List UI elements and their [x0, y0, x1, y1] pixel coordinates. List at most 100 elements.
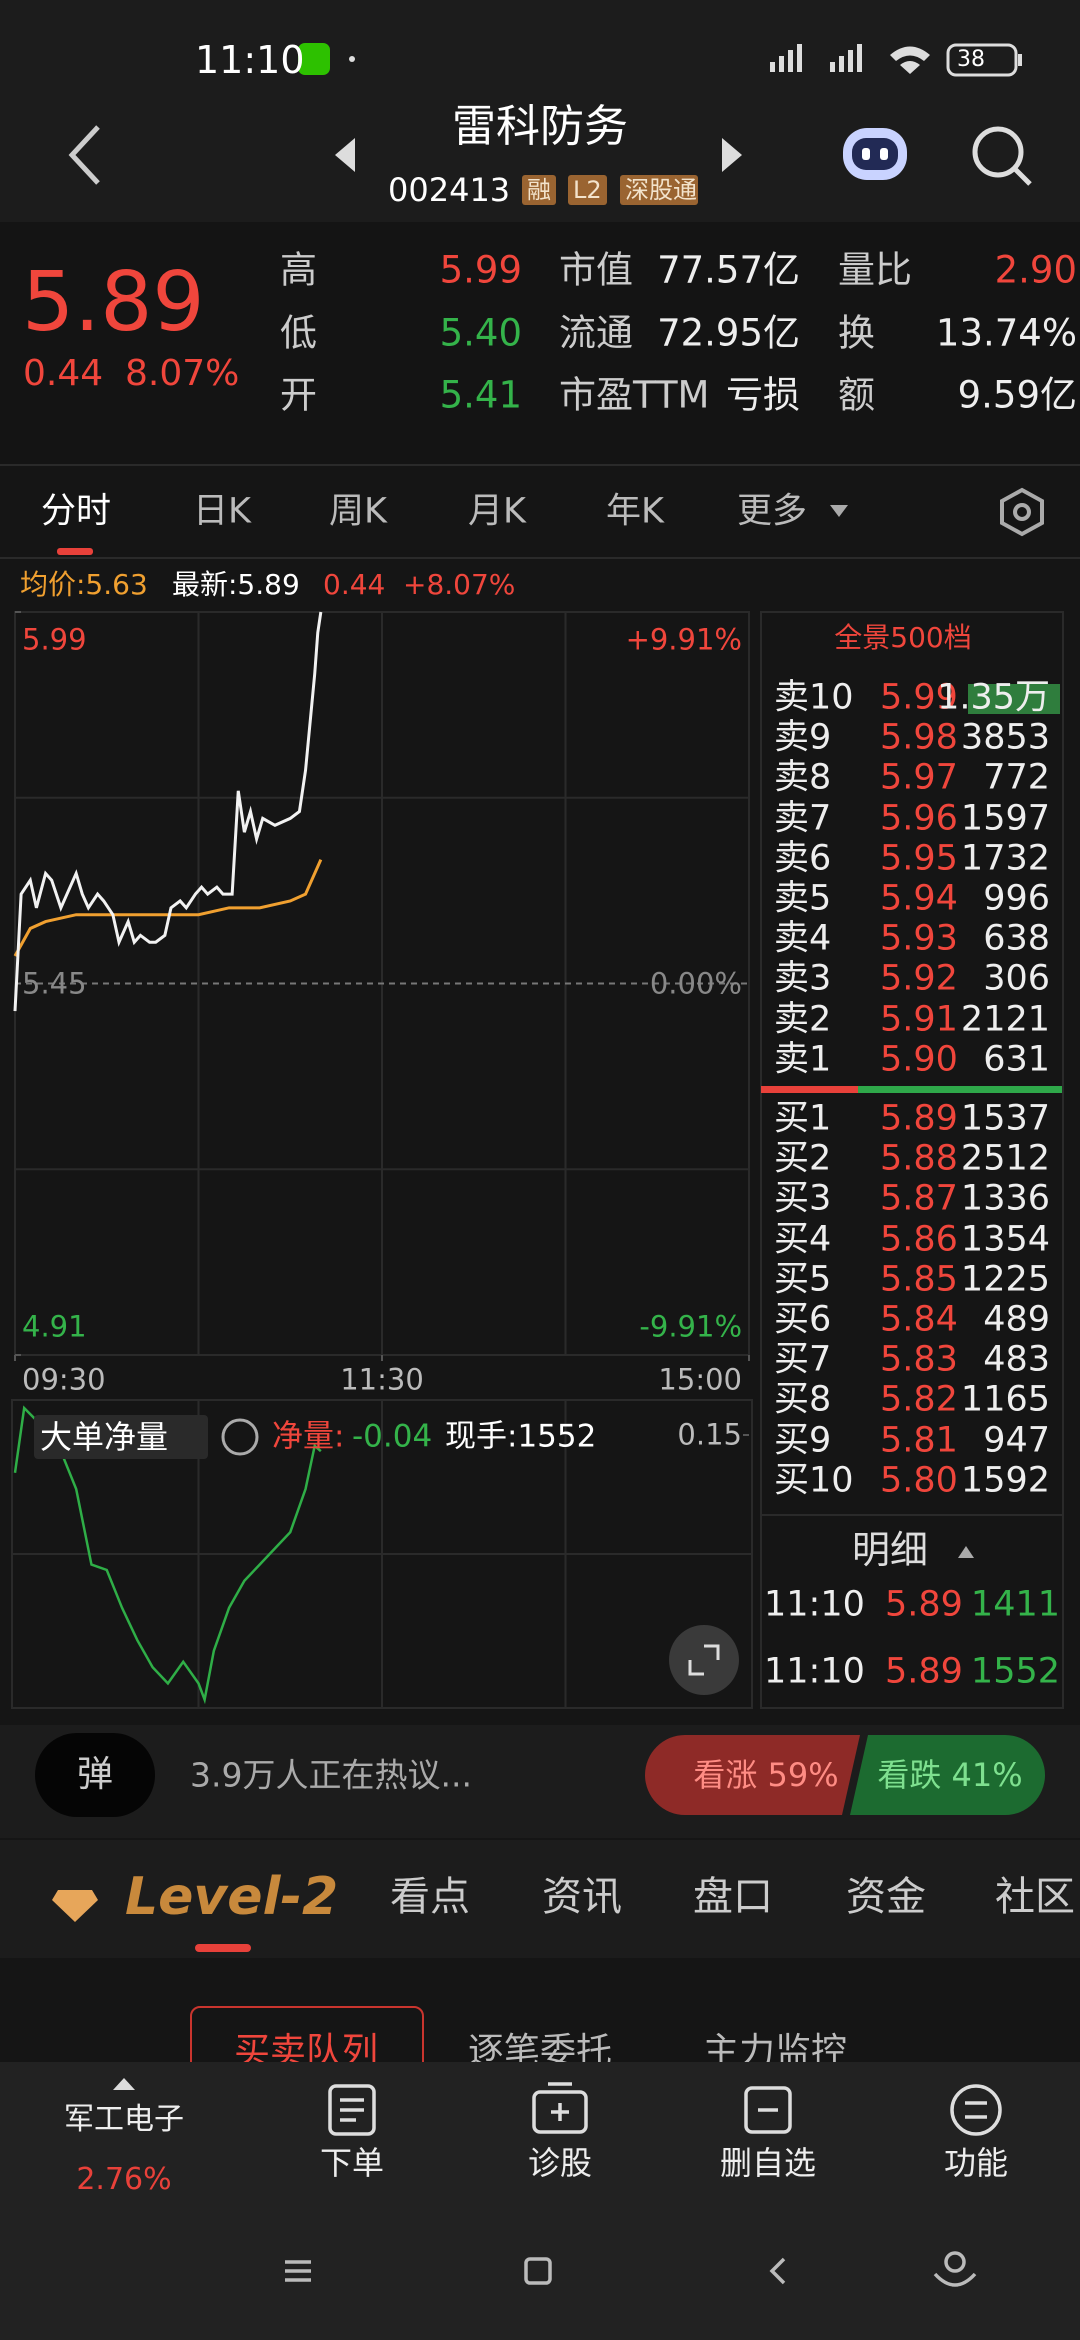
- stat-value: 9.59亿: [957, 373, 1077, 417]
- stat-label: 额: [838, 373, 875, 417]
- bottom-action[interactable]: 诊股: [527, 2144, 593, 2182]
- chart-tab[interactable]: 更多: [736, 491, 808, 532]
- level2-bg: [0, 1840, 1080, 1958]
- bid-price: 5.86: [880, 1219, 958, 1260]
- chart-tab[interactable]: 日K: [193, 491, 251, 532]
- more-arrow: [830, 505, 848, 517]
- price-change-pct: 8.07%: [125, 353, 240, 394]
- bottom-action[interactable]: 下单: [319, 2144, 385, 2182]
- ask-volume: 772: [983, 757, 1050, 798]
- status-time: 11:10: [195, 38, 305, 82]
- stock-code: 002413: [388, 171, 511, 209]
- chart-tab[interactable]: 年K: [606, 491, 664, 532]
- prev-stock[interactable]: [335, 138, 355, 172]
- battery-level: 38: [957, 47, 985, 72]
- bid-volume: 947: [983, 1420, 1050, 1461]
- y-tick-label: 4.91: [22, 1309, 87, 1344]
- signal-icons: [770, 44, 930, 74]
- level2-tab[interactable]: 资讯: [542, 1874, 622, 1920]
- bottom-action[interactable]: 删自选: [719, 2144, 817, 2182]
- chart-tab[interactable]: 周K: [329, 491, 387, 532]
- ask-label: 卖5: [774, 878, 832, 919]
- danmu-button[interactable]: [35, 1733, 155, 1817]
- order-book-title: 全景500档: [834, 621, 972, 654]
- tab-underline: [57, 548, 93, 555]
- trade-volume: 1411: [970, 1584, 1060, 1625]
- level2-logo[interactable]: Level-2: [125, 1867, 339, 1927]
- x-tick-label: 15:00: [658, 1362, 742, 1397]
- sub-tab[interactable]: 买卖队列: [233, 2031, 379, 2063]
- battery: [946, 43, 1018, 77]
- ask-volume: 2121: [960, 999, 1050, 1040]
- bid-label: 买8: [774, 1379, 832, 1420]
- net-volume-line: [13, 1405, 322, 1705]
- bid-volume: 2512: [960, 1138, 1050, 1179]
- bid-price: 5.88: [880, 1138, 958, 1179]
- search-button[interactable]: [972, 126, 1032, 186]
- settings-button[interactable]: [1000, 487, 1044, 537]
- bottom-action[interactable]: 功能: [943, 2144, 1009, 2182]
- bid-label: 买1: [774, 1098, 832, 1139]
- back-button[interactable]: [68, 125, 100, 185]
- stat-value: 5.99: [439, 248, 522, 292]
- sector-name[interactable]: 军工电子: [64, 2102, 184, 2137]
- current-hand: 现手:1552: [445, 1418, 597, 1455]
- stat-value: 5.41: [439, 373, 522, 417]
- details-title[interactable]: 明细: [851, 1528, 929, 1572]
- indicator-selector[interactable]: 大单净量: [34, 1415, 209, 1459]
- discussion-text[interactable]: 3.9万人正在热议...: [190, 1755, 472, 1795]
- bear-label[interactable]: 看跌 41%: [877, 1756, 1023, 1794]
- ask-price: 5.90: [880, 1039, 958, 1080]
- ask-bid-divider-red: [761, 1086, 858, 1093]
- ask-price: 5.94: [880, 878, 958, 919]
- bull-label[interactable]: 看涨 59%: [693, 1756, 839, 1794]
- bid-label: 买2: [774, 1138, 832, 1179]
- level2-tab[interactable]: 盘口: [693, 1874, 773, 1920]
- quote-bg: [0, 222, 1080, 465]
- bid-price: 5.81: [880, 1420, 958, 1461]
- sub-tab[interactable]: 主力监控: [702, 2031, 848, 2063]
- level2-tab[interactable]: 资金: [846, 1874, 926, 1920]
- ask-volume: 306: [983, 958, 1050, 999]
- bid-label: 买9: [774, 1420, 832, 1461]
- bid-price: 5.87: [880, 1178, 958, 1219]
- dot: [349, 56, 355, 62]
- latest-price: 最新:5.89: [172, 568, 300, 601]
- stat-value: 2.90: [994, 248, 1077, 292]
- robot-icon[interactable]: [843, 128, 907, 180]
- stat-value: 5.40: [439, 311, 522, 355]
- ask-label: 卖2: [774, 999, 832, 1040]
- bid-label: 买5: [774, 1259, 832, 1300]
- sub-tab-strip: 买卖队列 逐笔委托 主力监控: [0, 1958, 1080, 2062]
- bear-button[interactable]: [850, 1735, 1045, 1815]
- sub-tab[interactable]: 逐笔委托: [467, 2031, 613, 2063]
- chart-tab[interactable]: 分时: [40, 491, 112, 532]
- ask-price: 5.98: [880, 717, 958, 758]
- bid-volume: 1592: [960, 1460, 1050, 1501]
- level2-tab[interactable]: 社区: [995, 1874, 1075, 1920]
- ask-label: 卖4: [774, 918, 832, 959]
- bid-price: 5.84: [880, 1299, 958, 1340]
- ask-price: 5.95: [880, 838, 958, 879]
- ask-volume: 631: [983, 1039, 1050, 1080]
- order-book-frame: [760, 611, 1064, 1709]
- stock-tag: 融: [522, 175, 556, 205]
- ask-volume: 1.35万: [937, 677, 1050, 718]
- trade-time: 11:10: [764, 1584, 865, 1625]
- stat-value: 72.95亿: [657, 311, 800, 355]
- stat-value: 亏损: [726, 373, 800, 417]
- stock-tag: 深股通: [620, 175, 698, 205]
- y-tick-label: 5.99: [22, 622, 87, 657]
- ask-bid-divider-green: [858, 1086, 1062, 1093]
- ask-volume: 996: [983, 878, 1050, 919]
- next-stock[interactable]: [722, 138, 742, 172]
- trade-price: 5.89: [885, 1584, 963, 1625]
- ask-price: 5.91: [880, 999, 958, 1040]
- bid-volume: 1537: [960, 1098, 1050, 1139]
- chart-tab[interactable]: 月K: [468, 491, 526, 532]
- level2-tab[interactable]: 看点: [390, 1874, 470, 1920]
- bull-button[interactable]: [645, 1735, 860, 1815]
- bid-label: 买10: [774, 1460, 854, 1501]
- trade-price: 5.89: [885, 1651, 963, 1692]
- bid-label: 买3: [774, 1178, 832, 1219]
